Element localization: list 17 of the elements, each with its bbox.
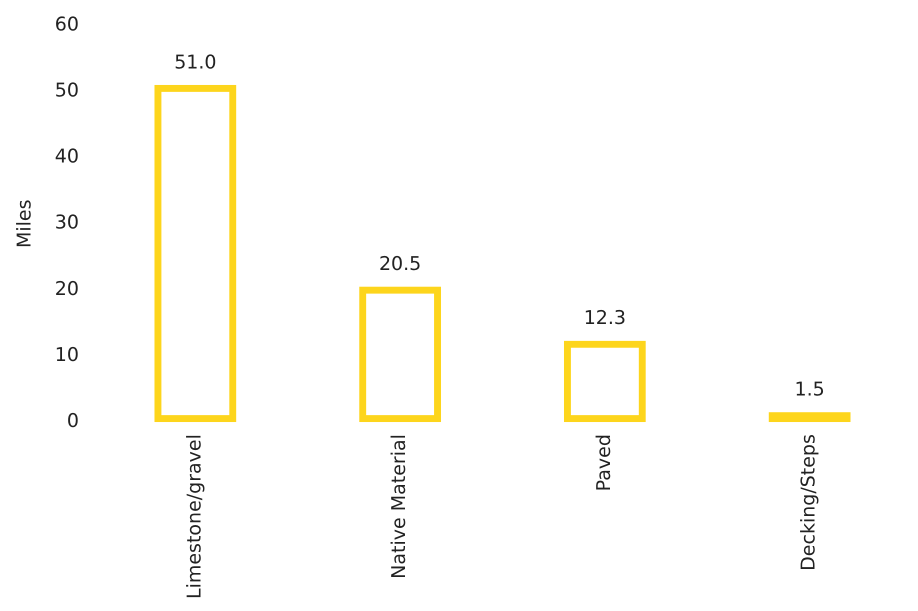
x-tick-label: Limestone/gravel [183,434,206,600]
y-tick-label: 30 [54,212,79,234]
x-tick-label: Decking/Steps [798,434,820,571]
x-tick-label: Native Material [388,434,410,579]
y-tick-label: 20 [54,278,79,300]
y-tick-label: 40 [54,146,79,168]
y-tick-label: 0 [66,410,79,432]
data-label: 51.0 [174,51,217,74]
data-label: 1.5 [794,378,825,401]
bar [768,412,851,422]
y-tick-label: 60 [54,13,79,36]
y-tick-label: 10 [54,344,79,366]
data-label: 20.5 [378,253,422,275]
x-tick-label: Paved [592,434,615,492]
y-axis-title: Miles [13,199,36,248]
data-label: 12.3 [584,307,626,330]
y-tick-label: 50 [54,79,79,102]
